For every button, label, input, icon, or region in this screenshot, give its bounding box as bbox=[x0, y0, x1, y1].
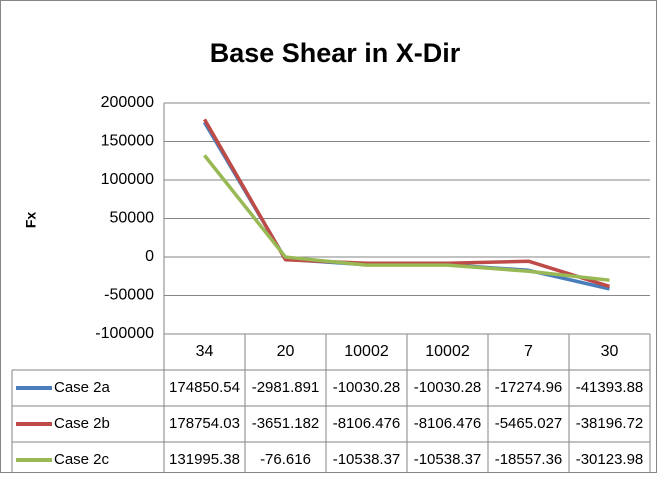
table-value: 174850.54 bbox=[169, 379, 240, 396]
table-value: -10030.28 bbox=[414, 379, 482, 396]
table-value: -8106.476 bbox=[414, 415, 482, 432]
table-value: -3651.182 bbox=[252, 415, 320, 432]
legend-label: Case 2b bbox=[54, 415, 110, 432]
table-value: -38196.72 bbox=[576, 415, 644, 432]
series-line bbox=[202, 118, 611, 289]
y-axis-label: Fx bbox=[23, 212, 39, 229]
table-value: -10030.28 bbox=[333, 379, 401, 396]
series-line bbox=[203, 154, 610, 282]
y-tick-label: -100000 bbox=[95, 325, 154, 342]
table-value: 178754.03 bbox=[169, 415, 240, 432]
table-value: -30123.98 bbox=[576, 451, 644, 468]
x-tick-label: 10002 bbox=[425, 343, 470, 360]
x-tick-label: 10002 bbox=[344, 343, 389, 360]
y-tick-label: 150000 bbox=[101, 133, 154, 150]
chart-border bbox=[0, 0, 657, 473]
table-value: -10538.37 bbox=[333, 451, 401, 468]
table-value: -5465.027 bbox=[495, 415, 563, 432]
legend-label: Case 2c bbox=[54, 451, 110, 468]
table-value: -2981.891 bbox=[252, 379, 320, 396]
y-tick-label: 200000 bbox=[101, 94, 154, 111]
x-tick-label: 20 bbox=[277, 343, 295, 360]
x-tick-label: 7 bbox=[524, 343, 533, 360]
table-value: -41393.88 bbox=[576, 379, 644, 396]
legend-label: Case 2a bbox=[54, 379, 111, 396]
x-tick-label: 30 bbox=[601, 343, 619, 360]
x-tick-label: 34 bbox=[196, 343, 214, 360]
y-tick-label: 100000 bbox=[101, 171, 154, 188]
table-value: -8106.476 bbox=[333, 415, 401, 432]
table-value: -18557.36 bbox=[495, 451, 563, 468]
y-tick-label: -50000 bbox=[104, 287, 154, 304]
chart-title: Base Shear in X-Dir bbox=[210, 38, 461, 68]
table-value: -10538.37 bbox=[414, 451, 482, 468]
table-value: -76.616 bbox=[260, 451, 311, 468]
y-tick-label: 50000 bbox=[110, 210, 155, 227]
table-value: -17274.96 bbox=[495, 379, 563, 396]
y-tick-label: 0 bbox=[145, 248, 154, 265]
table-value: 131995.38 bbox=[169, 451, 240, 468]
